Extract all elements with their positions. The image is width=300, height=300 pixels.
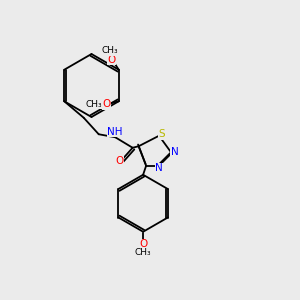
- Text: NH: NH: [107, 127, 123, 137]
- Text: O: O: [103, 99, 111, 109]
- Text: CH₃: CH₃: [86, 100, 103, 109]
- Text: CH₃: CH₃: [135, 248, 152, 257]
- Text: CH₃: CH₃: [101, 46, 118, 55]
- Text: N: N: [171, 147, 178, 157]
- Text: S: S: [158, 129, 165, 139]
- Text: N: N: [155, 163, 163, 173]
- Text: O: O: [115, 156, 123, 166]
- Text: O: O: [139, 239, 147, 249]
- Text: O: O: [107, 55, 116, 65]
